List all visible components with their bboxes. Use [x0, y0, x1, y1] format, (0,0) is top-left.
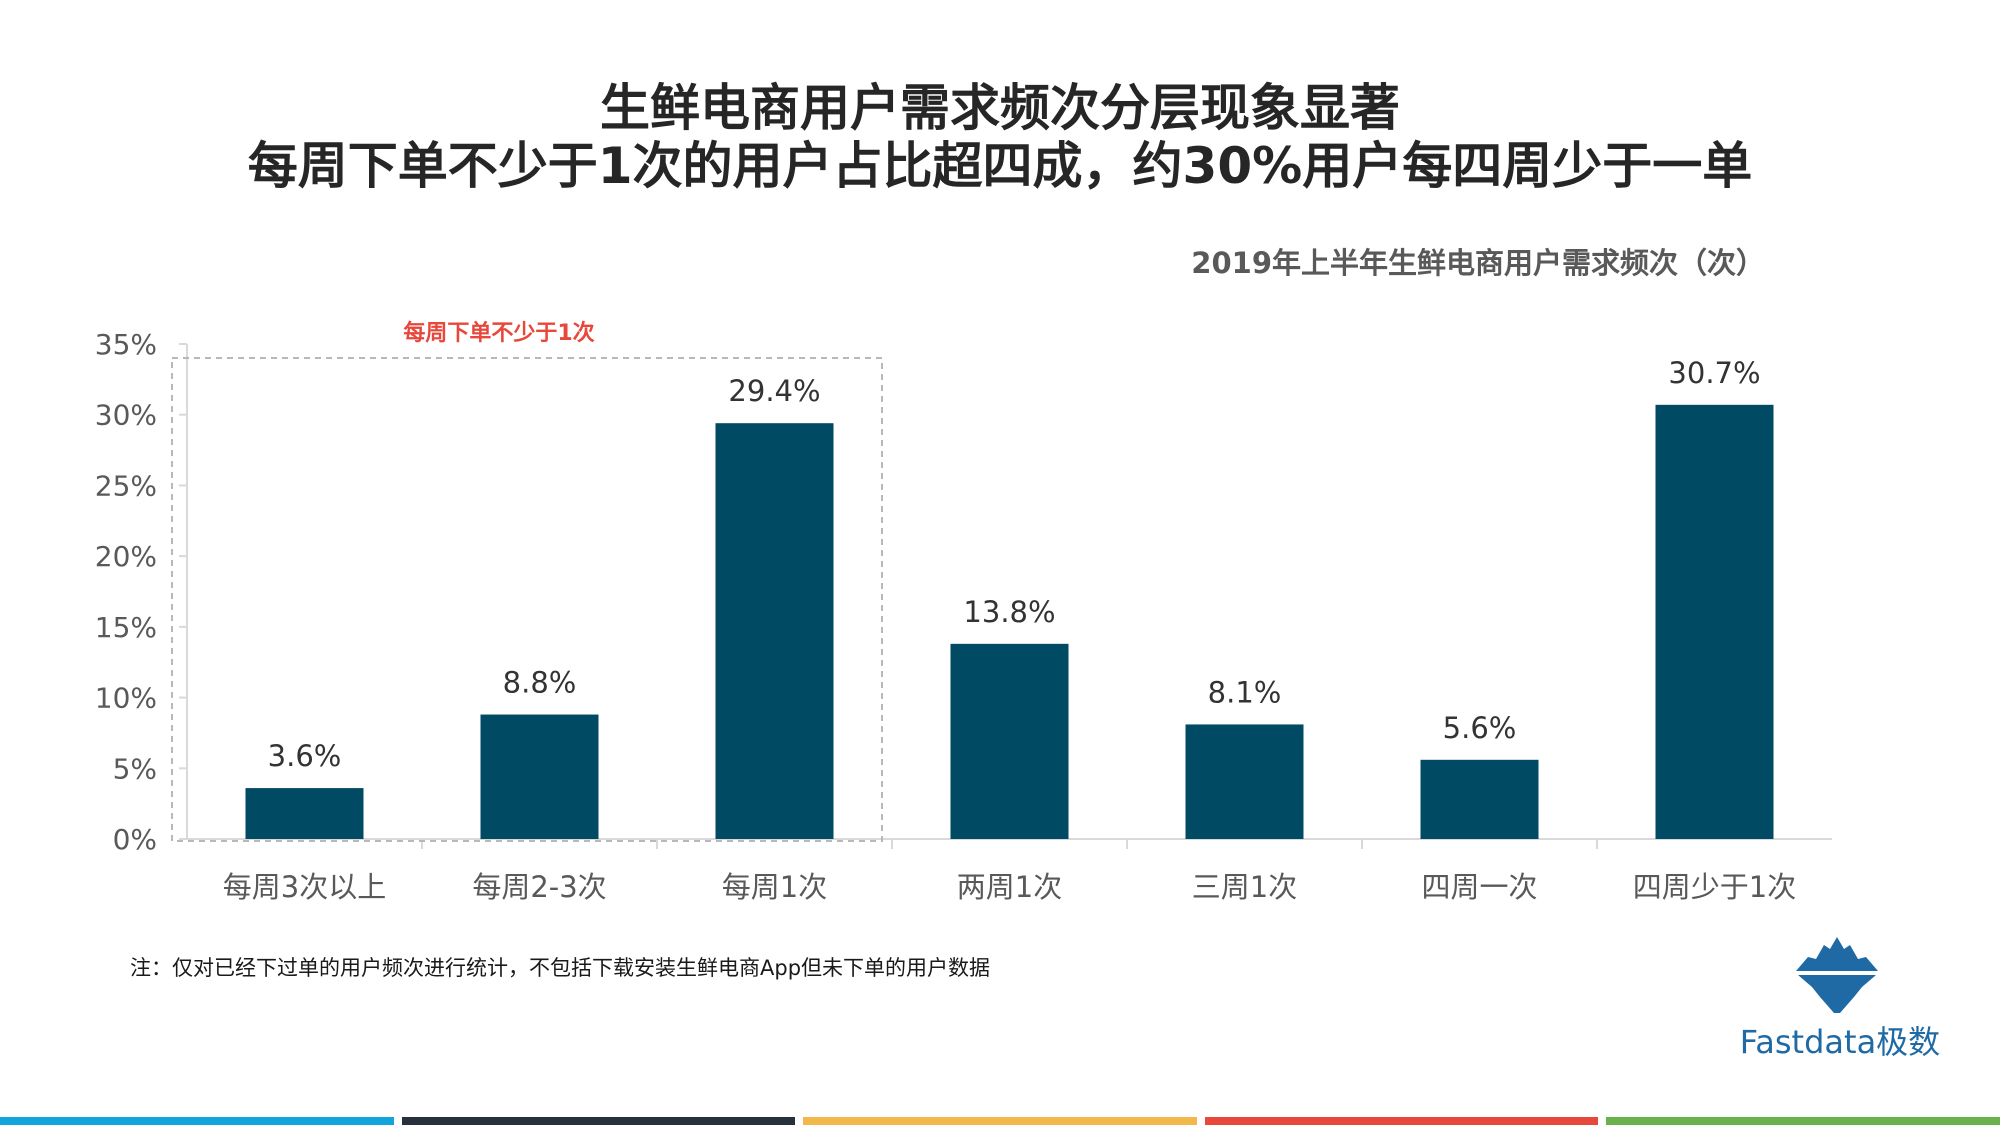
y-tick-label: 20% — [95, 540, 157, 573]
data-label: 8.1% — [1208, 675, 1282, 709]
bar — [1420, 759, 1539, 839]
x-tick-label: 每周3次以上 — [223, 870, 386, 904]
x-tick-label: 每周1次 — [722, 870, 827, 904]
bar — [1655, 404, 1774, 839]
annotation-label: 每周下单不少于1次 — [403, 320, 594, 346]
data-label: 3.6% — [268, 739, 342, 773]
x-tick-label: 三周1次 — [1192, 870, 1297, 904]
page-title-line2: 每周下单不少于1次的用户占比超四成，约30%用户每四周少于一单 — [247, 137, 1753, 195]
footnote: 注：仅对已经下过单的用户频次进行统计，不包括下载安装生鲜电商App但未下单的用户… — [130, 956, 991, 980]
x-tick-label: 四周少于1次 — [1633, 870, 1796, 904]
x-tick-label: 两周1次 — [957, 870, 1062, 904]
bar-chart: 0% 5% 10% 15% 20% 25% 30% 35% 3.6% 每周3次以上 8.8% 每周2-… — [95, 320, 1832, 904]
logo: Fastdata极数 — [1730, 935, 1950, 1065]
data-label: 5.6% — [1443, 711, 1517, 745]
y-tick-label: 5% — [113, 752, 157, 785]
y-tick-label: 0% — [113, 823, 157, 856]
annotation-box — [171, 357, 883, 842]
data-label: 30.7% — [1668, 356, 1760, 390]
x-tick-label: 每周2-3次 — [472, 870, 606, 904]
bar — [950, 643, 1069, 839]
y-tick-label: 35% — [95, 328, 157, 361]
bar — [715, 423, 834, 839]
footer-color-segment — [1204, 1117, 1599, 1125]
y-tick-label: 30% — [95, 399, 157, 432]
footer-color-segment — [0, 1117, 394, 1125]
data-label: 8.8% — [503, 666, 577, 700]
y-tick-label: 25% — [95, 469, 157, 502]
y-tick-label: 10% — [95, 682, 157, 715]
data-label: 13.8% — [963, 595, 1055, 629]
bar — [480, 714, 599, 839]
bar — [1185, 724, 1304, 839]
footer-color-segment — [803, 1117, 1197, 1125]
bar — [245, 788, 364, 839]
footer-color-segment — [1606, 1117, 2000, 1125]
x-tick-label: 四周一次 — [1421, 870, 1537, 904]
data-label: 29.4% — [728, 374, 820, 408]
footer-color-segment — [401, 1117, 796, 1125]
chart-subtitle: 2019年上半年生鲜电商用户需求频次（次） — [1191, 246, 1765, 280]
logo-text: Fastdata极数 — [1739, 1023, 1941, 1061]
y-tick-label: 15% — [95, 611, 157, 644]
iceberg-icon — [1792, 937, 1882, 1013]
page-title-line1: 生鲜电商用户需求频次分层现象显著 — [600, 79, 1400, 137]
footer-color-bar — [0, 1117, 2000, 1125]
